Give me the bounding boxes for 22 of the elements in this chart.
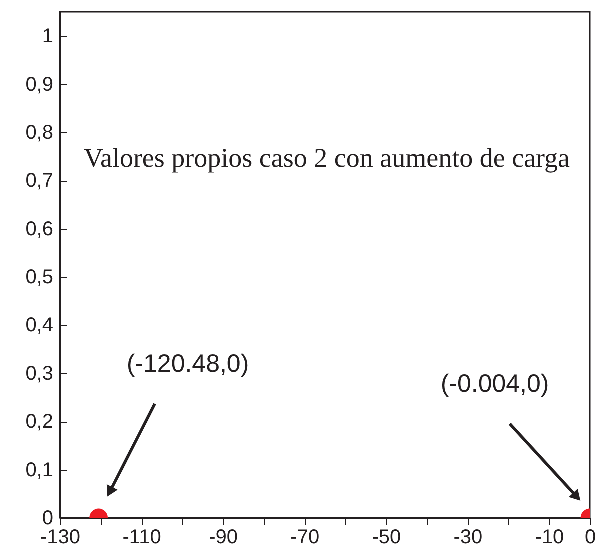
annotation: Valores propios caso 2 con aumento de carga [84,143,570,173]
x-tick-label: -70 [290,526,320,548]
x-tick-label: -130 [40,526,81,548]
x-tick-label: -90 [209,526,238,548]
y-tick-label: 0 [42,508,54,530]
y-tick-label: 0,4 [26,314,54,337]
y-tick-label: 0,5 [26,266,54,289]
annotation: (-0.004,0) [440,370,550,398]
x-tick-label: -30 [454,526,483,548]
y-tick-label: 0,9 [26,74,54,96]
x-tick-label: 0 [584,526,596,548]
y-tick-label: 0,8 [26,122,54,144]
y-tick-label: 0,6 [26,218,54,240]
y-tick-label: 0,3 [26,362,54,385]
y-tick-label: 0,7 [26,170,54,192]
x-tick-label: -10 [535,526,564,548]
y-tick-label: 0,2 [26,411,54,434]
x-tick-label: -50 [372,526,402,548]
x-tick-label: -110 [122,526,162,548]
y-tick-label: 0,1 [26,459,54,482]
y-tick-label: 1 [42,26,54,48]
annotation: (-120.48,0) [126,350,250,378]
